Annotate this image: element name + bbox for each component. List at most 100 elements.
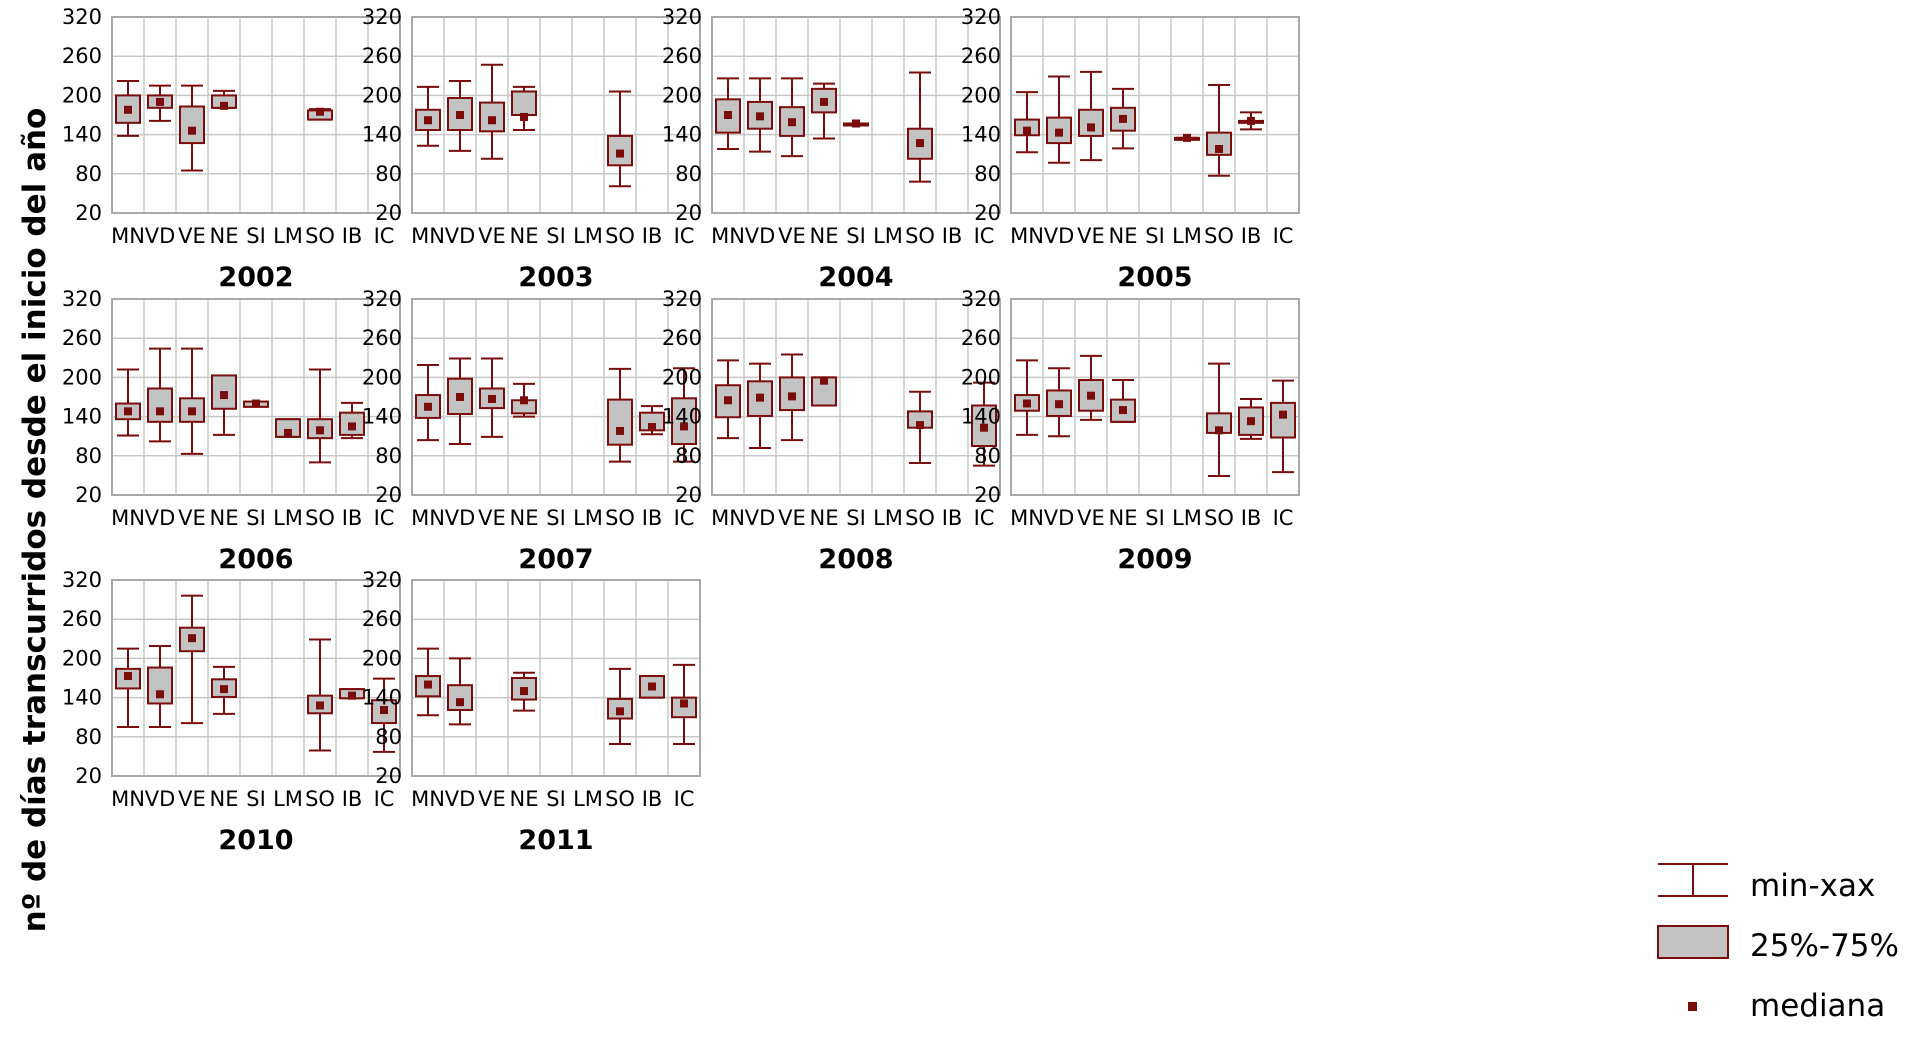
median-marker [1183,133,1191,142]
median-marker [1055,400,1063,409]
median-marker [1215,144,1223,153]
x-tick-label: IC [374,224,395,248]
panel-2010: 20 80 140 200 260 320 MN VD VE NE SI LM SO IB IC 2010 [62,568,401,856]
x-tick-label: MN [411,506,445,530]
box-MN [715,77,741,150]
box-MN [415,647,441,717]
x-tick-label: MN [1010,224,1044,248]
median-marker [1023,126,1031,135]
y-tick-label: 20 [375,201,402,225]
x-tick-label: MN [111,224,145,248]
box-VE [479,357,505,438]
legend-item-box: 25%-75% [1657,925,1899,964]
x-tick-label: IB [342,506,363,530]
x-tick-label: VE [478,224,506,248]
iqr-box [607,398,633,446]
median-marker [156,407,164,416]
box-IC [971,381,997,467]
y-tick-label: 260 [362,607,402,631]
y-tick-label: 140 [362,123,402,147]
median-marker [1119,406,1127,415]
box-IC [371,677,397,753]
median-marker [1215,426,1223,435]
x-tick-label: IC [374,506,395,530]
y-tick-label: 140 [362,405,402,429]
y-tick-label: 200 [62,83,102,107]
x-tick-label: IC [974,506,995,530]
x-tick-label: VD [145,506,176,530]
median-marker [616,149,624,158]
iqr-box [447,684,473,712]
plot-frame [111,579,401,777]
median-marker [1247,116,1255,125]
median-marker [916,421,924,430]
legend-label-box: 25%-75% [1750,928,1899,964]
x-tick-label: SO [1204,224,1234,248]
panel-year-title: 2003 [518,262,593,293]
y-tick-label: 20 [375,483,402,507]
x-tick-label: SO [1204,506,1234,530]
box-MN [415,85,441,147]
median-marker [520,112,528,121]
x-tick-label: LM [1172,506,1202,530]
box-VE [779,353,805,442]
x-tick-label: SI [1145,224,1165,248]
x-tick-label: SO [305,224,335,248]
y-tick-label: 140 [62,686,102,710]
box-VE [179,347,205,455]
box-SO [907,390,933,464]
median-marker [316,107,324,116]
median-marker [680,422,688,431]
x-tick-label: VD [145,224,176,248]
x-tick-label: VE [178,224,206,248]
x-tick-label: LM [873,224,903,248]
y-tick-label: 200 [961,365,1001,389]
x-tick-label: NE [1109,506,1138,530]
plot-frame [1010,16,1300,214]
box-SO [607,367,633,463]
legend-item-whisker: min-xax [1658,863,1875,904]
box-MN [115,80,141,137]
box-MN [115,647,141,728]
median-marker [788,118,796,127]
panel-2011: 20 80 140 200 260 320 MN VD VE NE SI LM SO IB IC 2011 [362,568,701,856]
box-IB [1238,111,1264,131]
box-NE [1110,379,1136,423]
median-marker [188,407,196,416]
y-tick-label: 80 [375,725,402,749]
iqr-box [715,384,741,419]
legend-item-median: mediana [1688,988,1885,1024]
x-tick-label: VD [745,506,776,530]
x-tick-label: NE [210,787,239,811]
iqr-box [511,90,537,117]
box-MN [1014,359,1040,436]
y-tick-label: 260 [961,44,1001,68]
median-marker [252,399,260,408]
median-marker [520,396,528,405]
x-tick-label: IB [342,787,363,811]
x-tick-label: SI [846,224,866,248]
y-tick-label: 200 [62,646,102,670]
y-tick-label: 200 [62,365,102,389]
x-tick-label: VD [145,787,176,811]
x-tick-label: IB [942,506,963,530]
median-marker [648,682,656,691]
panel-year-title: 2011 [518,825,593,856]
median-marker [1055,128,1063,137]
median-marker [188,634,196,643]
box-NE [811,82,837,140]
x-tick-label: SO [305,787,335,811]
panel-year-title: 2002 [218,262,293,293]
x-tick-label: SI [546,506,566,530]
median-marker [488,394,496,403]
x-tick-label: VE [778,224,806,248]
iqr-box [779,106,805,137]
x-tick-label: IB [1241,506,1262,530]
x-tick-label: SO [905,224,935,248]
box-VD [447,657,473,726]
x-tick-label: LM [273,224,303,248]
plot-frame [111,16,401,214]
y-tick-label: 200 [362,365,402,389]
median-marker [456,698,464,707]
y-tick-label: 20 [75,201,102,225]
